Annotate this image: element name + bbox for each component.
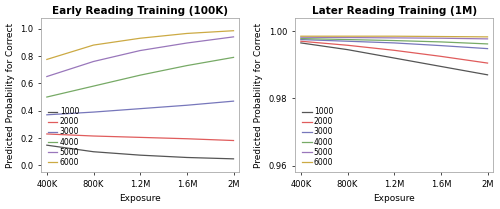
1000: [344, 48, 350, 51]
2000: [44, 133, 50, 135]
X-axis label: Exposure: Exposure: [120, 194, 161, 203]
2000: [90, 135, 96, 137]
Title: Later Reading Training (1M): Later Reading Training (1M): [312, 6, 477, 15]
3000: [230, 100, 236, 102]
3000: [90, 111, 96, 113]
5000: [484, 38, 490, 40]
1000: [137, 154, 143, 156]
1000: [391, 57, 397, 59]
3000: [438, 44, 444, 47]
6000: [391, 35, 397, 37]
3000: [137, 107, 143, 110]
2000: [438, 55, 444, 58]
4000: [44, 96, 50, 98]
5000: [438, 37, 444, 40]
4000: [484, 43, 490, 45]
Line: 2000: 2000: [301, 41, 488, 63]
3000: [484, 47, 490, 50]
2000: [137, 136, 143, 139]
1000: [230, 158, 236, 160]
5000: [184, 42, 190, 44]
4000: [298, 37, 304, 40]
4000: [391, 39, 397, 42]
2000: [230, 139, 236, 142]
1000: [44, 144, 50, 147]
6000: [44, 58, 50, 61]
1000: [184, 156, 190, 159]
4000: [184, 64, 190, 67]
Line: 6000: 6000: [301, 36, 488, 37]
X-axis label: Exposure: Exposure: [374, 194, 415, 203]
Legend: 1000, 2000, 3000, 4000, 5000, 6000: 1000, 2000, 3000, 4000, 5000, 6000: [301, 106, 335, 168]
4000: [344, 38, 350, 41]
5000: [44, 75, 50, 78]
3000: [344, 40, 350, 42]
3000: [184, 104, 190, 107]
1000: [438, 65, 444, 68]
1000: [90, 150, 96, 153]
Line: 5000: 5000: [47, 37, 234, 76]
Line: 4000: 4000: [47, 57, 234, 97]
Y-axis label: Predicted Probability for Correct: Predicted Probability for Correct: [254, 22, 264, 168]
3000: [44, 113, 50, 116]
Legend: 1000, 2000, 3000, 4000, 5000, 6000: 1000, 2000, 3000, 4000, 5000, 6000: [47, 106, 81, 168]
5000: [230, 36, 236, 38]
6000: [230, 29, 236, 32]
1000: [298, 42, 304, 44]
Line: 4000: 4000: [301, 38, 488, 44]
Title: Early Reading Training (100K): Early Reading Training (100K): [52, 6, 228, 15]
5000: [344, 36, 350, 39]
5000: [90, 60, 96, 63]
6000: [184, 32, 190, 35]
4000: [137, 74, 143, 76]
5000: [391, 37, 397, 39]
2000: [344, 44, 350, 47]
6000: [438, 35, 444, 38]
Line: 3000: 3000: [301, 40, 488, 49]
6000: [298, 35, 304, 37]
2000: [298, 40, 304, 42]
6000: [90, 44, 96, 46]
Line: 1000: 1000: [47, 145, 234, 159]
Line: 2000: 2000: [47, 134, 234, 140]
Line: 5000: 5000: [301, 37, 488, 39]
2000: [391, 49, 397, 52]
2000: [184, 138, 190, 140]
Line: 1000: 1000: [301, 43, 488, 75]
4000: [438, 41, 444, 43]
6000: [137, 37, 143, 40]
5000: [137, 49, 143, 52]
Line: 3000: 3000: [47, 101, 234, 115]
1000: [484, 74, 490, 76]
2000: [484, 62, 490, 64]
4000: [230, 56, 236, 59]
Line: 6000: 6000: [47, 31, 234, 59]
Y-axis label: Predicted Probability for Correct: Predicted Probability for Correct: [6, 22, 15, 168]
5000: [298, 36, 304, 38]
4000: [90, 85, 96, 87]
3000: [298, 38, 304, 41]
6000: [484, 36, 490, 38]
6000: [344, 35, 350, 37]
3000: [391, 42, 397, 44]
